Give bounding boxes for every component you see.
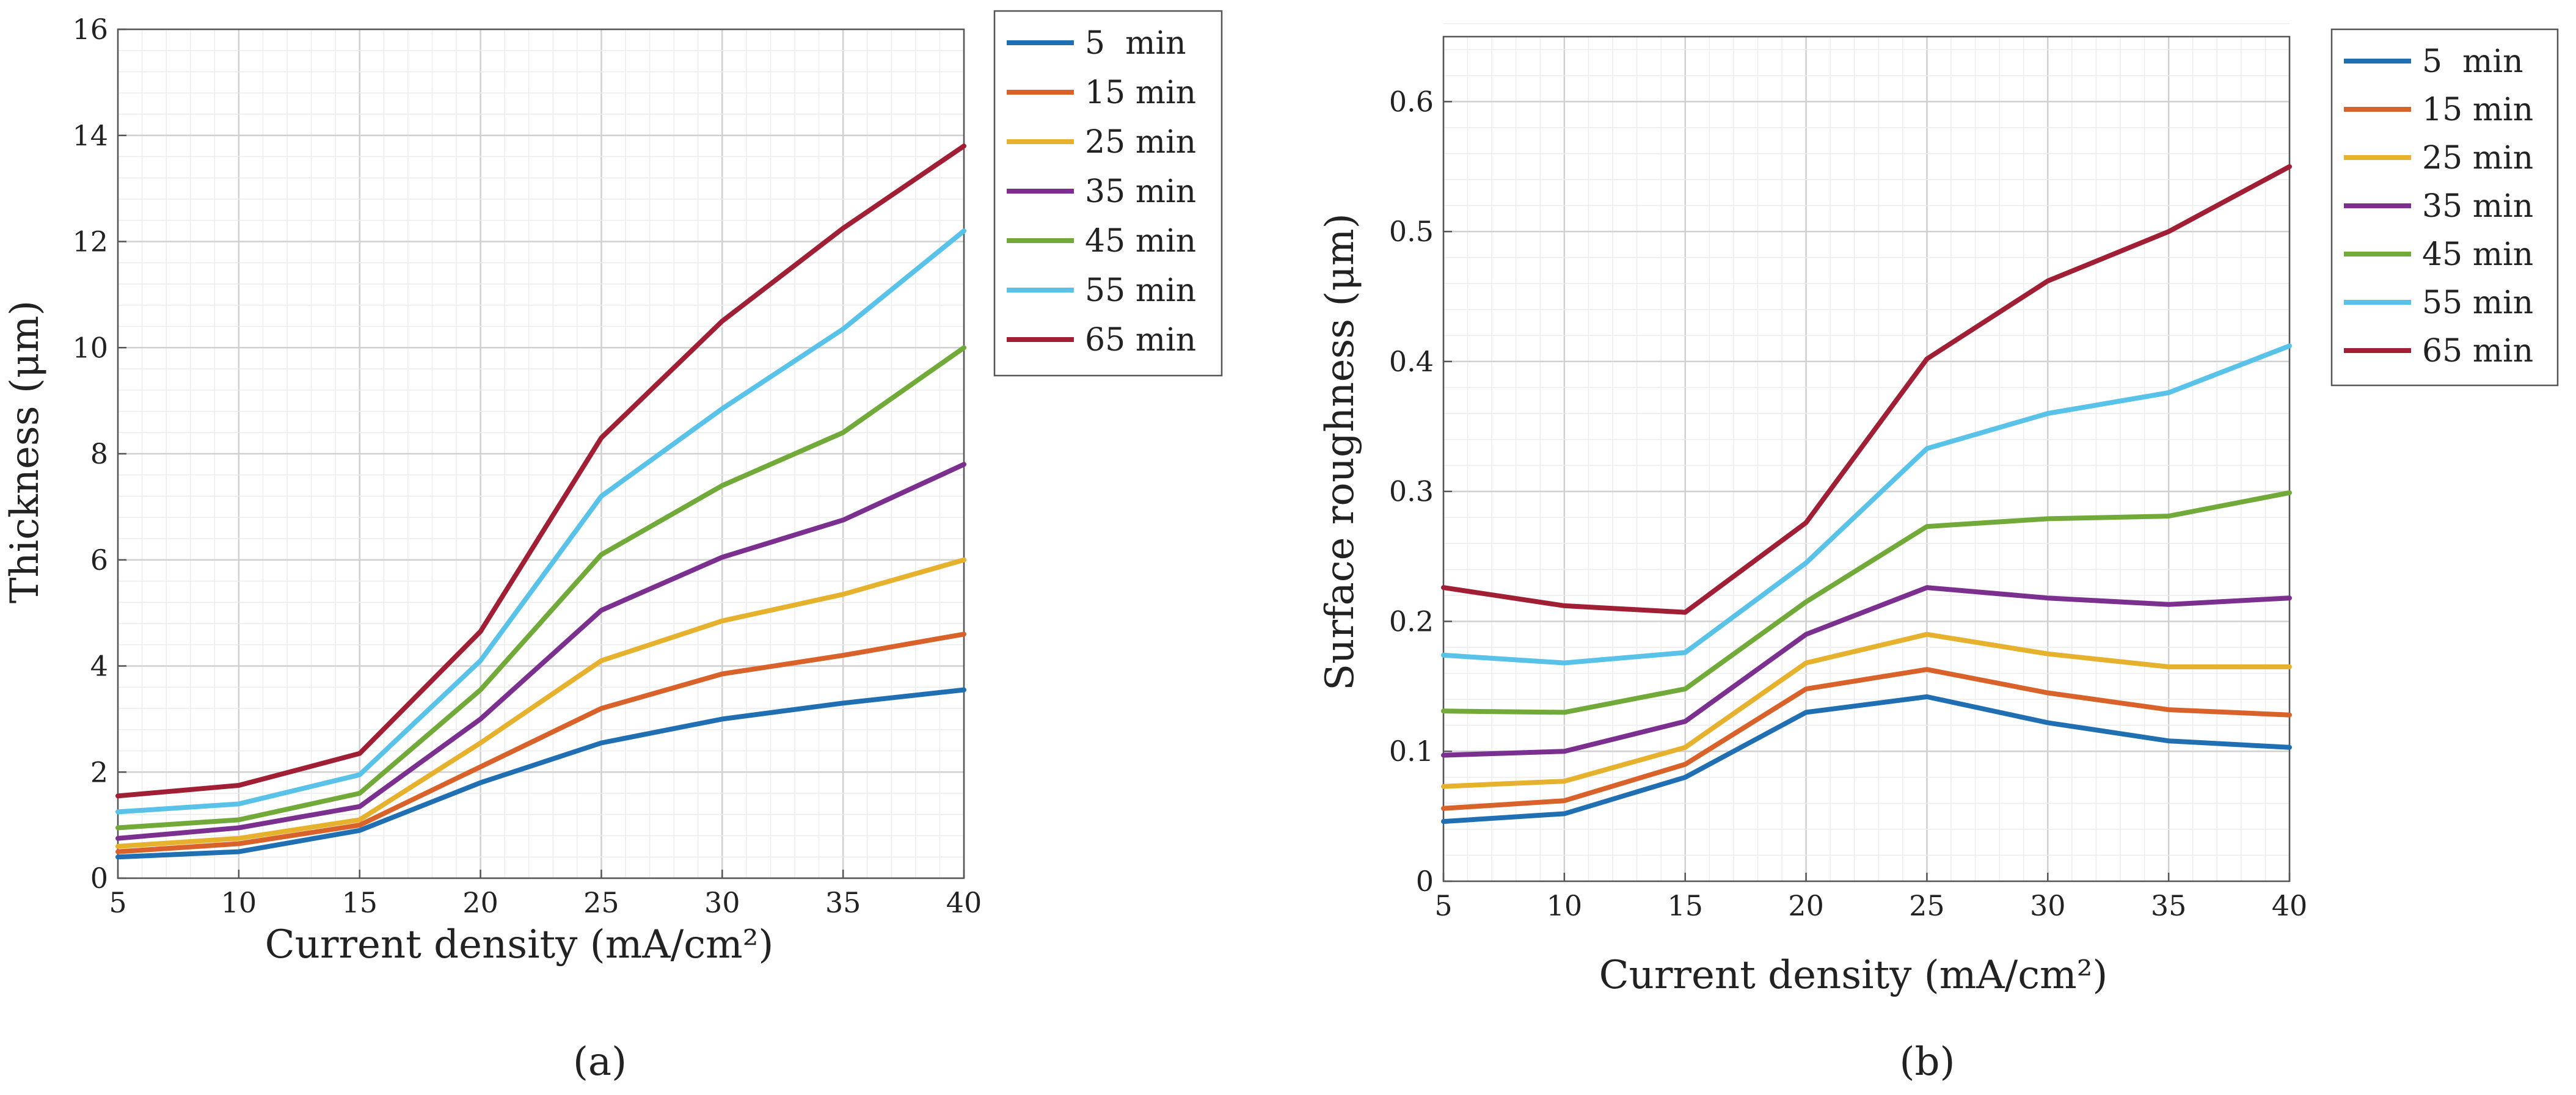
y-axis-label: Surface roughness (μm) (1318, 213, 1363, 690)
chart-panel-b: 5 10 15 20 25 30 35 40 0 0.1 0.2 0.3 0.4 0.5 0.6 Curren… (1318, 23, 2559, 1085)
series-line-25-min (1441, 631, 2292, 789)
legend: 5 min 15 min 25 min 35 min 45 min 55 min 65 mi… (2330, 28, 2559, 387)
legend-label: 5 min (1085, 25, 1186, 62)
y-tick-label: 0.5 (1389, 215, 1434, 248)
legend-label: 15 min (2422, 92, 2533, 128)
series-line-65-min (1441, 164, 2292, 615)
legend-label: 15 min (1085, 75, 1196, 111)
legend-label: 5 min (2422, 43, 2523, 80)
series-line-5-min (1441, 694, 2292, 824)
series-line-65-min (115, 144, 966, 799)
series-line-45-min (115, 345, 966, 831)
x-tick-label: 35 (825, 886, 861, 919)
series-line-35-min (115, 462, 966, 841)
x-tick-label: 30 (2030, 889, 2066, 922)
series-line-5-min (115, 687, 966, 860)
y-tick-label: 0.4 (1389, 345, 1434, 378)
legend-label: 55 min (2422, 285, 2533, 321)
y-tick-label: 12 (72, 225, 108, 258)
y-tick-label: 0 (90, 862, 108, 895)
legend-label: 65 min (1085, 322, 1196, 358)
x-tick-label: 10 (1547, 889, 1583, 922)
x-tick-label: 15 (341, 886, 378, 919)
x-tick-label: 20 (462, 886, 498, 919)
legend: 5 min 15 min 25 min 35 min 45 min 55 min 65 mi… (993, 10, 1223, 377)
y-tick-label: 0.2 (1389, 605, 1434, 638)
series-line-35-min (1441, 585, 2292, 758)
series-line-15-min (115, 631, 966, 854)
legend-label: 55 min (1085, 272, 1196, 309)
panel-label: (a) (573, 1039, 627, 1085)
series-line-45-min (1441, 490, 2292, 715)
y-tick-label: 6 (90, 544, 108, 577)
y-tick-label: 0.1 (1389, 735, 1434, 768)
y-tick-label: 14 (72, 119, 108, 152)
x-tick-label: 5 (1434, 889, 1452, 922)
x-tick-label: 25 (1909, 889, 1945, 922)
y-tick-label: 10 (72, 331, 108, 364)
legend-label: 25 min (1085, 124, 1196, 161)
y-tick-label: 0 (1416, 865, 1434, 898)
legend-label: 35 min (2422, 188, 2533, 225)
y-tick-label: 2 (90, 755, 108, 788)
x-tick-label: 40 (946, 886, 982, 919)
y-tick-label: 8 (90, 437, 108, 470)
axes-frame (1442, 35, 2291, 882)
legend-label: 35 min (1085, 173, 1196, 210)
legend-label: 25 min (2422, 140, 2533, 176)
x-tick-label: 10 (221, 886, 257, 919)
panel-label: (b) (1900, 1039, 1955, 1085)
series-line-15-min (1441, 667, 2292, 811)
y-tick-label: 4 (90, 650, 108, 683)
x-tick-label: 25 (583, 886, 619, 919)
legend-label: 45 min (1085, 223, 1196, 260)
x-tick-label: 40 (2272, 889, 2308, 922)
grid (117, 28, 965, 879)
y-tick-label: 0.3 (1389, 475, 1434, 508)
x-tick-label: 20 (1788, 889, 1824, 922)
legend-label: 65 min (2422, 333, 2533, 369)
x-tick-label: 5 (109, 886, 126, 919)
legend-label: 45 min (2422, 236, 2533, 273)
series-line-25-min (115, 557, 966, 849)
x-tick-label: 35 (2151, 889, 2187, 922)
plot-area (1443, 37, 2290, 881)
x-axis-label: Current density (mA/cm²) (265, 922, 774, 967)
y-tick-label: 0.6 (1389, 85, 1434, 118)
y-axis-label: Thickness (μm) (2, 300, 48, 603)
series-line-55-min (1441, 343, 2292, 666)
x-tick-label: 30 (704, 886, 740, 919)
x-tick-label: 15 (1667, 889, 1703, 922)
y-tick-label: 16 (72, 13, 108, 46)
x-axis-label: Current density (mA/cm²) (1599, 953, 2108, 998)
series-line-55-min (115, 228, 966, 815)
chart-panel-a: 5 10 15 20 25 30 35 40 0 2 4 6 8 10 12 14 16 Current dens… (2, 10, 1223, 1085)
